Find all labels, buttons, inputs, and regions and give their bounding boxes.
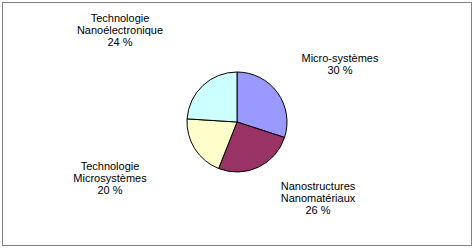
pie-slice: [187, 119, 237, 169]
pie-slice: [187, 72, 237, 122]
slice-label-line: Micro-systèmes: [301, 52, 379, 64]
chart-frame: [3, 3, 472, 246]
slice-label-line: Nanomatériaux: [281, 192, 356, 204]
slice-value-label: 24 %: [107, 36, 132, 48]
slice-label: TechnologieNanoélectronique: [77, 12, 163, 36]
slice-value-label: 26 %: [305, 204, 330, 216]
slice-label-line: Technologie: [91, 12, 150, 24]
chart: Micro-systèmes30 % NanostructuresNanomaté…: [0, 0, 474, 248]
slice-value-label: 20 %: [97, 184, 122, 196]
slice-label: NanostructuresNanomatériaux: [281, 180, 356, 204]
slice-label-line: Nanoélectronique: [77, 24, 163, 36]
slice-label-line: Technologie: [81, 160, 140, 172]
slice-label-line: Nanostructures: [281, 180, 356, 192]
pie: [187, 72, 287, 172]
slice-value-label: 30 %: [327, 64, 352, 76]
slice-label: Micro-systèmes: [301, 52, 379, 64]
slice-label-line: Microsystèmes: [73, 172, 147, 184]
slice-label: TechnologieMicrosystèmes: [73, 160, 147, 184]
